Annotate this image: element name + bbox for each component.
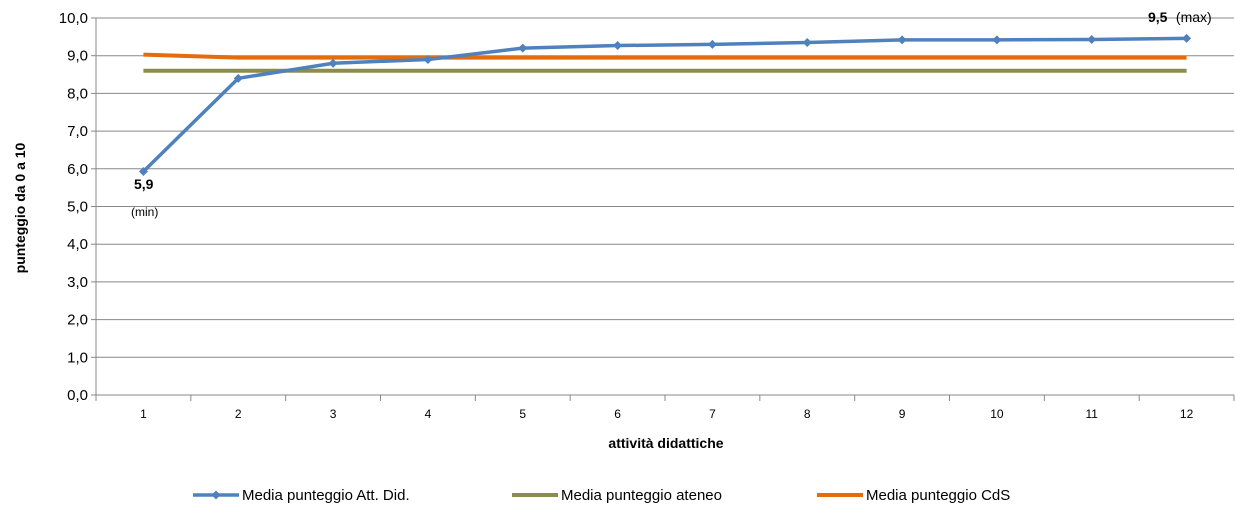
y-tick-label: 5,0 (67, 199, 88, 216)
y-tick-label: 3,0 (67, 274, 88, 291)
y-tick-label: 7,0 (67, 123, 88, 140)
data-point-media-punteggio-att-did--12 (1182, 33, 1192, 43)
x-tick-label: 11 (1086, 407, 1099, 421)
data-point-media-punteggio-att-did--2 (233, 73, 243, 83)
y-axis-title: punteggio da 0 a 10 (12, 142, 28, 273)
x-tick-label: 10 (990, 407, 1004, 421)
data-point-media-punteggio-att-did--11 (1087, 34, 1097, 44)
x-tick-label: 4 (425, 407, 432, 421)
series-group (138, 33, 1192, 176)
y-tick-label: 6,0 (67, 161, 88, 178)
data-point-media-punteggio-att-did--6 (613, 41, 623, 51)
data-point-media-punteggio-att-did--5 (518, 43, 528, 53)
min-annotation-value: 5,9 (134, 176, 154, 192)
data-point-media-punteggio-att-did--10 (992, 35, 1002, 45)
max-annotation: 9,5 (max) (1148, 9, 1212, 26)
series-line-media-punteggio-cds (143, 52, 1187, 60)
axes (91, 17, 1235, 401)
series-line-media-punteggio-att-did- (142, 36, 1187, 173)
max-annotation-value: 9,5 (1148, 9, 1168, 25)
data-point-media-punteggio-att-did--3 (328, 58, 338, 68)
y-tick-label: 1,0 (67, 349, 88, 366)
y-tick-label: 2,0 (67, 312, 88, 329)
x-tick-label: 12 (1180, 407, 1194, 421)
y-tick-label: 4,0 (67, 236, 88, 253)
x-axis-title: attività didattiche (608, 435, 723, 451)
data-point-media-punteggio-att-did--7 (707, 39, 717, 49)
x-tick-label: 9 (899, 407, 906, 421)
x-tick-label: 2 (235, 407, 242, 421)
legend-label-media-punteggio-att-did-: Media punteggio Att. Did. (242, 487, 410, 504)
x-tick-label: 8 (804, 407, 811, 421)
y-tick-label: 8,0 (67, 85, 88, 102)
y-tick-label: 9,0 (67, 48, 88, 65)
max-annotation-tag: (max) (1176, 9, 1212, 25)
x-tick-label: 1 (140, 407, 147, 421)
y-tick-label: 0,0 (67, 387, 88, 404)
legend-label-media-punteggio-cds: Media punteggio CdS (866, 487, 1010, 504)
x-tick-labels: 1 2 3 4 5 6 7 8 9 10 11 12 (140, 407, 1194, 421)
legend-marker-media-punteggio-att-did- (211, 490, 221, 500)
x-tick-label: 7 (709, 407, 716, 421)
data-point-media-punteggio-att-did--8 (802, 38, 812, 48)
data-point-media-punteggio-att-did--1 (138, 166, 148, 176)
legend-label-media-punteggio-ateneo: Media punteggio ateneo (561, 487, 722, 504)
data-point-media-punteggio-att-did--4 (423, 54, 433, 64)
y-tick-labels: 0,0 1,0 2,0 3,0 4,0 5,0 6,0 7,0 8,0 9,0 10,0 (59, 10, 88, 404)
x-tick-label: 3 (330, 407, 337, 421)
legend: Media punteggio Att. Did. Media punteggio… (193, 487, 1010, 504)
x-tick-label: 6 (614, 407, 621, 421)
data-point-media-punteggio-att-did--9 (897, 35, 907, 45)
x-tick-label: 5 (519, 407, 526, 421)
y-tick-label: 10,0 (59, 10, 88, 27)
min-annotation-tag: (min) (131, 205, 158, 219)
